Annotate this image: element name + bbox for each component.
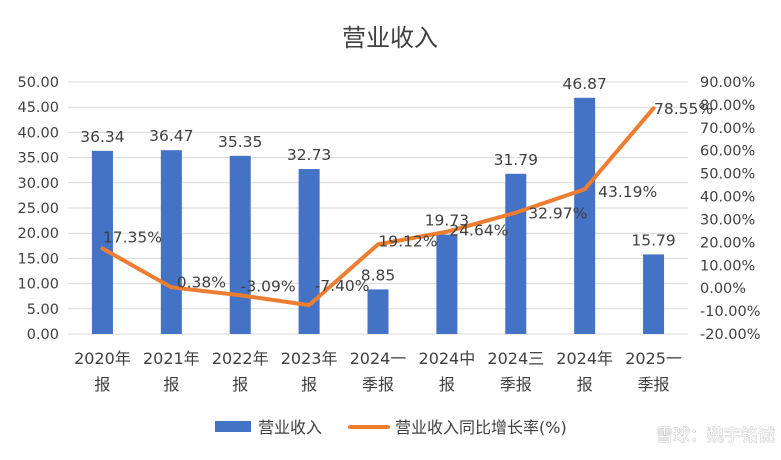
left-tick-label: 40.00 xyxy=(17,125,59,141)
line-value-label: 19.12% xyxy=(378,232,437,250)
right-tick-label: 80.00% xyxy=(700,98,755,114)
bar-data-labels: 36.34 36.47 35.35 32.73 8.85 19.73 31.79 46.87 1… xyxy=(80,75,675,285)
right-tick-label: 50.00% xyxy=(700,167,755,183)
legend-bar-label: 营业收入 xyxy=(258,418,322,437)
bar xyxy=(643,254,665,334)
category-label-line2: 季报 xyxy=(638,375,670,394)
chart-title: 营业收入 xyxy=(342,24,438,52)
legend: 营业收入 营业收入同比增长率(%) xyxy=(215,418,567,437)
bar-value-label: 8.85 xyxy=(361,266,396,284)
right-tick-label: 30.00% xyxy=(700,212,755,228)
right-tick-label: 0.00% xyxy=(700,281,746,297)
line-value-label: -7.40% xyxy=(315,277,370,295)
right-axis-ticks: -20.00% -10.00% 0.00% 10.00% 20.00% 30.00% 40.… xyxy=(700,75,761,343)
left-tick-label: 50.00 xyxy=(17,75,59,91)
bar xyxy=(229,155,251,334)
bar-value-label: 36.47 xyxy=(149,127,193,145)
category-label-line2: 报 xyxy=(577,375,593,394)
category-label-line2: 季报 xyxy=(362,375,394,394)
category-label-line1: 2021年 xyxy=(143,349,200,368)
bar-value-label: 31.79 xyxy=(494,151,538,169)
left-tick-label: 0.00 xyxy=(27,327,59,343)
left-tick-label: 25.00 xyxy=(17,201,59,217)
bar xyxy=(505,173,527,334)
bar-value-label: 32.73 xyxy=(287,146,331,164)
bar-series xyxy=(91,97,665,334)
right-tick-label: 10.00% xyxy=(700,258,755,274)
bar-value-label: 46.87 xyxy=(562,75,606,93)
line-value-label: 78.55% xyxy=(654,100,713,118)
category-label-line1: 2024年 xyxy=(556,349,613,368)
left-tick-label: 20.00 xyxy=(17,226,59,242)
left-tick-label: 35.00 xyxy=(17,151,59,167)
category-label-line2: 报 xyxy=(232,375,248,394)
right-tick-label: -10.00% xyxy=(700,304,761,320)
line-value-label: -3.09% xyxy=(241,277,296,295)
right-tick-label: 90.00% xyxy=(700,75,755,91)
legend-line-label: 营业收入同比增长率(%) xyxy=(395,418,567,437)
bar xyxy=(91,150,113,334)
left-tick-label: 15.00 xyxy=(17,251,59,267)
bar xyxy=(160,150,182,334)
line-value-label: 17.35% xyxy=(103,228,162,246)
bar-value-label: 36.34 xyxy=(80,128,124,146)
category-label-line2: 报 xyxy=(94,375,110,394)
category-label-line2: 报 xyxy=(439,375,455,394)
category-label-line1: 2023年 xyxy=(281,349,338,368)
line-value-label: 0.38% xyxy=(177,273,226,291)
line-value-label: 32.97% xyxy=(528,205,587,223)
category-label-line1: 2025一 xyxy=(625,349,682,368)
category-label-line1: 2020年 xyxy=(74,349,131,368)
left-tick-label: 10.00 xyxy=(17,277,59,293)
bar xyxy=(367,289,389,334)
category-label-line2: 报 xyxy=(163,375,179,394)
left-tick-label: 5.00 xyxy=(27,302,59,318)
category-label-line2: 报 xyxy=(301,375,317,394)
right-tick-label: 40.00% xyxy=(700,190,755,206)
watermark: 雪球：魏宇铭诚 xyxy=(656,426,775,446)
legend-bar-swatch xyxy=(215,421,251,432)
line-value-label: 24.64% xyxy=(449,222,508,240)
left-tick-label: 45.00 xyxy=(17,100,59,116)
bar-value-label: 19.73 xyxy=(425,212,469,230)
right-tick-label: -20.00% xyxy=(700,327,761,343)
right-tick-label: 70.00% xyxy=(700,121,755,137)
left-axis-ticks: 0.00 5.00 10.00 15.00 20.00 25.00 30.00 35.00 40… xyxy=(17,75,59,343)
line-series xyxy=(100,106,656,308)
bar xyxy=(298,169,320,334)
line-value-label: 43.19% xyxy=(598,183,657,201)
bar xyxy=(436,234,458,334)
bar-value-label: 15.79 xyxy=(631,231,675,249)
category-label-line1: 2024一 xyxy=(350,349,407,368)
left-tick-label: 30.00 xyxy=(17,176,59,192)
line-data-labels: 17.35% 0.38% -3.09% -7.40% 19.12% 24.64% 32.97… xyxy=(103,100,713,295)
category-label-line2: 季报 xyxy=(500,375,532,394)
category-label-line1: 2024三 xyxy=(487,349,544,368)
right-tick-label: 60.00% xyxy=(700,144,755,160)
category-label-line1: 2022年 xyxy=(212,349,269,368)
right-tick-label: 20.00% xyxy=(700,235,755,251)
bar xyxy=(574,97,596,334)
bar-value-label: 35.35 xyxy=(218,133,262,151)
category-label-line1: 2024中 xyxy=(419,349,476,368)
